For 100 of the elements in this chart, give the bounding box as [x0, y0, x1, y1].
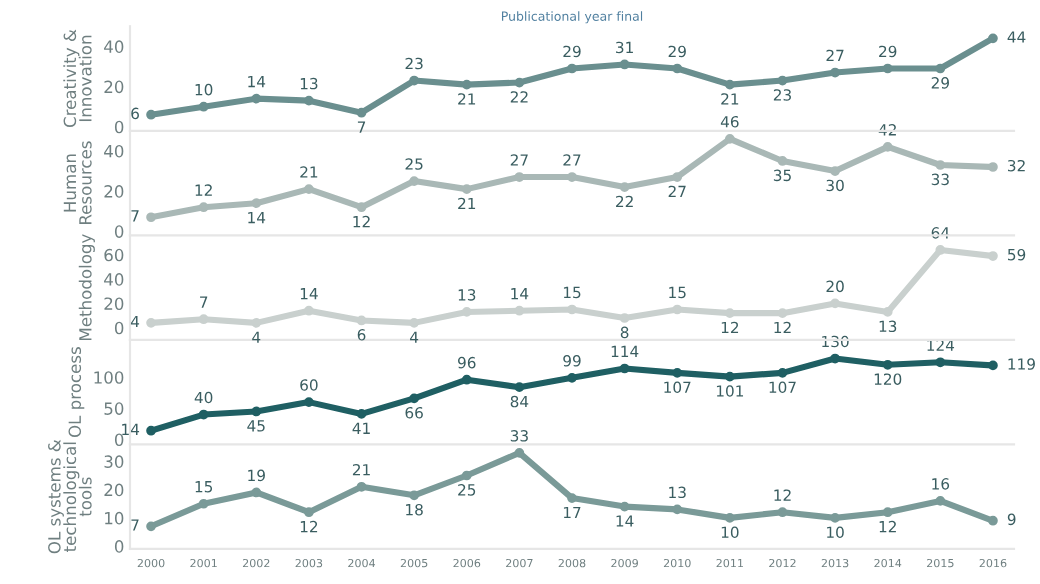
point [619, 313, 630, 323]
point [198, 101, 209, 112]
y-axis-title: OL systems & technological tools [48, 439, 92, 554]
point [777, 507, 788, 518]
point [988, 162, 998, 172]
point [356, 202, 367, 213]
point [882, 359, 893, 370]
y-tick-label: 0 [114, 120, 124, 134]
point [777, 368, 788, 378]
point [304, 507, 314, 518]
point [935, 160, 946, 170]
y-tick-label: 40 [104, 144, 124, 158]
point [988, 33, 998, 44]
point [777, 156, 788, 166]
point [619, 59, 630, 70]
y-tick-label: 20 [104, 483, 124, 497]
point [725, 134, 735, 144]
point [672, 504, 683, 515]
point [725, 308, 735, 319]
point [409, 393, 419, 404]
point [935, 245, 946, 255]
point [882, 142, 893, 152]
y-tick-label: 60 [104, 248, 124, 262]
point [619, 182, 630, 192]
point [304, 397, 314, 407]
point [830, 353, 840, 364]
point [567, 372, 577, 383]
point [830, 166, 840, 176]
point [251, 318, 262, 328]
point [198, 409, 209, 420]
point [619, 501, 630, 512]
y-tick-label: 0 [114, 225, 124, 238]
point [935, 496, 946, 506]
point [198, 202, 209, 213]
point [567, 63, 577, 74]
y-tick-label: 0 [114, 540, 124, 553]
point [146, 109, 156, 120]
y-axis-title: Methodology [78, 234, 95, 340]
y-tick-label: 50 [104, 402, 124, 415]
point [251, 487, 262, 498]
point [409, 318, 419, 328]
point [935, 357, 946, 368]
point [725, 513, 735, 523]
point [409, 75, 419, 86]
point [777, 75, 788, 86]
point [567, 172, 577, 182]
point [461, 184, 472, 194]
point [146, 212, 156, 223]
y-tick-label: 20 [104, 80, 124, 94]
point [146, 318, 156, 328]
point [409, 490, 419, 501]
point [935, 63, 946, 74]
point [251, 198, 262, 209]
point [461, 470, 472, 481]
point [988, 251, 998, 261]
point [304, 95, 314, 106]
point [146, 521, 156, 532]
point [830, 513, 840, 523]
point [356, 481, 367, 492]
point [725, 79, 735, 90]
point [672, 172, 683, 182]
point [251, 406, 262, 417]
y-tick-label: 10 [105, 511, 124, 525]
point [619, 363, 630, 374]
y-axis-title: Human Resources [63, 141, 92, 224]
point [356, 107, 367, 118]
point [988, 360, 998, 371]
point [882, 63, 893, 74]
point [198, 498, 209, 509]
point [514, 77, 525, 88]
y-tick-label: 40 [104, 40, 124, 53]
point [672, 63, 683, 74]
y-tick-label: 0 [114, 321, 124, 335]
point [198, 314, 209, 325]
point [461, 307, 472, 317]
point [830, 67, 840, 78]
y-tick-label: 100 [94, 371, 124, 384]
point [882, 307, 893, 317]
y-tick-label: 0 [114, 433, 124, 447]
point [567, 304, 577, 315]
point [882, 507, 893, 518]
point [514, 448, 525, 458]
point [725, 371, 735, 382]
point [567, 493, 577, 503]
point [514, 382, 525, 393]
point [146, 425, 156, 436]
point [409, 176, 419, 186]
point [356, 315, 367, 326]
point [461, 374, 472, 385]
point [830, 298, 840, 309]
y-tick-label: 40 [104, 273, 124, 286]
point [304, 184, 314, 194]
y-axis-title: Creativity & Innovation [63, 29, 92, 128]
point [356, 409, 367, 419]
y-tick-label: 30 [104, 455, 124, 468]
point [988, 515, 998, 526]
y-axis-title: OL process [68, 347, 85, 438]
y-tick-label: 20 [104, 297, 124, 310]
point [304, 305, 314, 316]
y-tick-label: 20 [104, 185, 124, 198]
